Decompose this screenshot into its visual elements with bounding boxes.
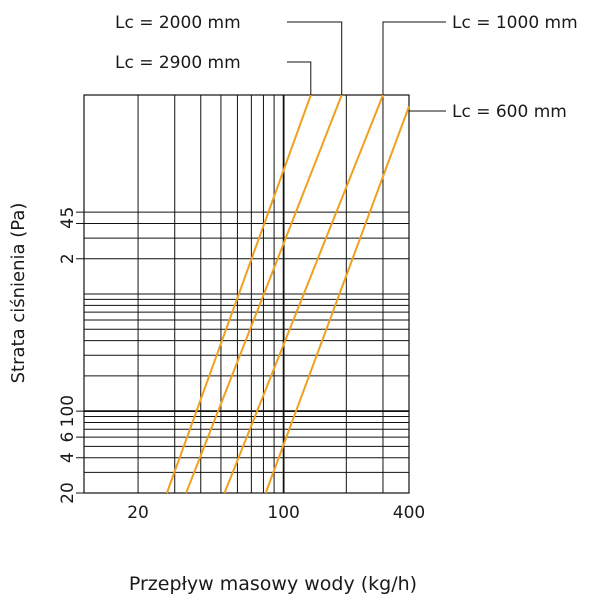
series-line-2 bbox=[223, 94, 384, 494]
y-tick-label-4: 2 bbox=[58, 253, 78, 264]
y-tick-label-6: 5 bbox=[58, 207, 78, 218]
series-layer bbox=[165, 94, 410, 494]
series-line-0 bbox=[165, 94, 312, 494]
x-tick-label-2: 400 bbox=[393, 503, 425, 523]
y-axis-label: Strata ciśnienia (Pa) bbox=[8, 203, 29, 384]
series-line-1 bbox=[185, 94, 343, 494]
callout-layer: Lc = 2900 mm Lc = 2000 mm Lc = 1000 mm Lc =… bbox=[115, 13, 578, 122]
series-line-3 bbox=[264, 106, 410, 494]
x-tick-label-1: 100 bbox=[267, 503, 299, 523]
x-axis-label: Przepływ masowy wody (kg/h) bbox=[129, 573, 417, 595]
y-tick-label-5: 4 bbox=[58, 218, 78, 229]
series-label-0: Lc = 2900 mm bbox=[115, 53, 241, 73]
series-leader-1 bbox=[287, 21, 343, 95]
x-tick-label-0: 20 bbox=[127, 503, 149, 523]
y-tick-label-2: 6 bbox=[58, 432, 78, 443]
series-leader-2 bbox=[382, 21, 446, 95]
series-label-2: Lc = 1000 mm bbox=[452, 13, 578, 33]
series-label-1: Lc = 2000 mm bbox=[115, 13, 241, 33]
y-tick-label-0: 20 bbox=[58, 482, 78, 504]
series-label-3: Lc = 600 mm bbox=[452, 102, 567, 122]
series-leader-0 bbox=[287, 61, 312, 95]
y-tick-label-1: 4 bbox=[58, 452, 78, 463]
grid-layer bbox=[83, 94, 410, 494]
y-tick-label-3: 100 bbox=[58, 395, 78, 427]
